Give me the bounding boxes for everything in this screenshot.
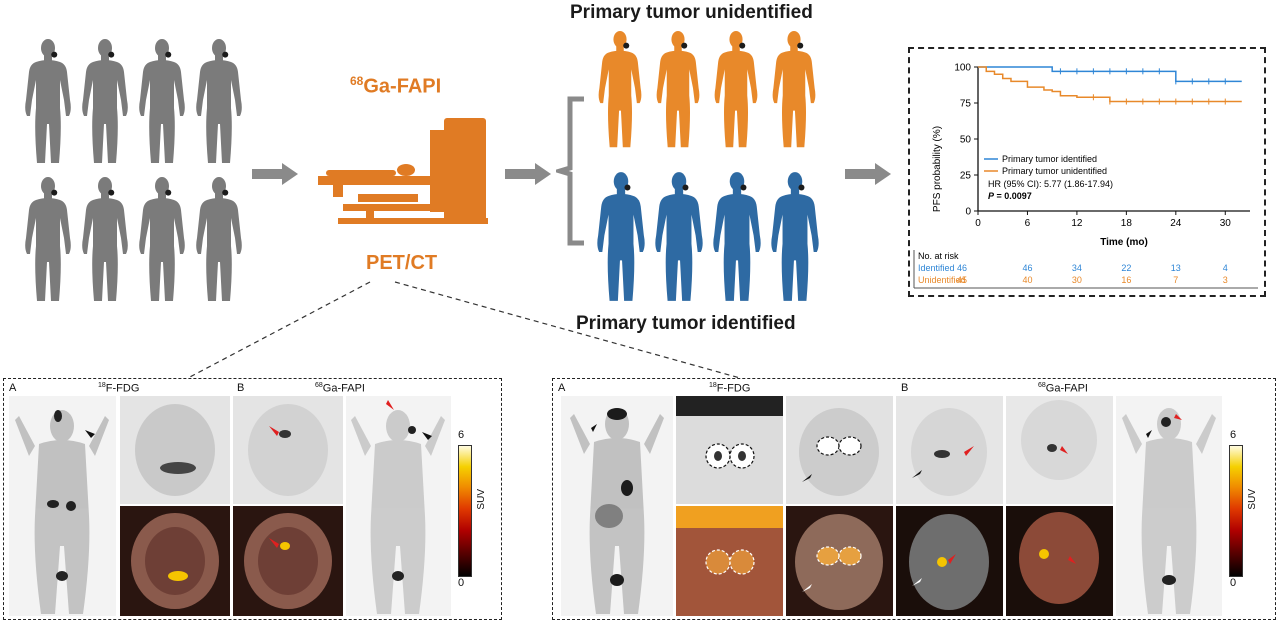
panel-label-a: A — [558, 382, 566, 394]
fdg-label: 18F-FDG — [709, 382, 751, 395]
fdg-axial-pet-image — [786, 396, 893, 504]
left-imaging-panel: A 18F-FDG B 68Ga-FAPI — [3, 378, 502, 620]
tracer-title: 68Ga-FAPI — [350, 74, 442, 98]
km-p-value: P = 0.0097 — [988, 191, 1032, 201]
title-unidentified: Primary tumor unidentified — [570, 2, 813, 23]
km-xtick-label: 30 — [1220, 218, 1232, 229]
risk-value: 46 — [957, 263, 967, 273]
km-xlabel: Time (mo) — [1100, 237, 1148, 248]
panel-label-b: B — [901, 382, 909, 394]
km-ylabel: PFS probability (%) — [932, 126, 943, 212]
km-ytick-label: 75 — [960, 99, 972, 110]
fapi-mip-image — [1116, 396, 1222, 616]
risk-value: 16 — [1121, 275, 1131, 285]
risk-value: 4 — [1223, 263, 1228, 273]
fapi-label: 68Ga-FAPI — [1038, 382, 1088, 395]
km-ytick-label: 50 — [960, 135, 972, 146]
arrow-right-icon — [845, 163, 891, 185]
scale-min: 0 — [1230, 577, 1237, 589]
right-imaging-panel: A 18F-FDG B 68Ga-FAPI — [552, 378, 1276, 620]
fapi-coronal-pet-image — [1006, 396, 1113, 504]
unidentified-group-figures — [594, 30, 834, 155]
risk-value: 30 — [1072, 275, 1082, 285]
km-xtick-label: 12 — [1071, 218, 1083, 229]
km-xtick-label: 18 — [1121, 218, 1133, 229]
fapi-axial-fused-image — [233, 506, 343, 616]
fdg-mip-image — [561, 396, 673, 616]
fapi-axial-pet-image — [233, 396, 343, 504]
risk-table-title: No. at risk — [918, 251, 959, 261]
scale-max: 6 — [1230, 429, 1237, 441]
fapi-axial-pet-image — [896, 396, 1003, 504]
fapi-mip-image — [346, 396, 451, 616]
km-xtick-label: 0 — [975, 218, 981, 229]
fdg-axial-fused-image — [120, 506, 230, 616]
scale-max: 6 — [458, 429, 465, 441]
risk-value: 3 — [1223, 275, 1228, 285]
km-curve-unidentified — [978, 66, 1242, 103]
fdg-coronal-pet-image — [676, 396, 783, 504]
kaplan-meier-panel: 0 25 50 75 100 0 6 12 18 24 30 PFS probability (%)… — [908, 47, 1266, 297]
identified-group-figures — [594, 170, 834, 310]
km-ytick-label: 100 — [954, 63, 971, 74]
risk-value: 46 — [1022, 263, 1032, 273]
suv-colorbar — [1229, 445, 1243, 577]
scale-min: 0 — [458, 577, 465, 589]
fdg-coronal-fused-image — [676, 506, 783, 616]
risk-value: 40 — [1022, 275, 1032, 285]
scale-unit: SUV — [1247, 489, 1258, 510]
panel-label-b: B — [237, 382, 245, 394]
gray-population-figures — [22, 38, 252, 308]
fapi-axial-fused-image — [896, 506, 1003, 616]
risk-row-label: Identified — [918, 263, 955, 273]
fdg-mip-image — [9, 396, 116, 616]
fdg-axial-fused-image — [786, 506, 893, 616]
km-hr-text: HR (95% CI): 5.77 (1.86-17.94) — [988, 179, 1113, 189]
fdg-label: 18F-FDG — [98, 382, 140, 395]
km-xtick-label: 6 — [1025, 218, 1031, 229]
title-identified: Primary tumor identified — [576, 313, 796, 334]
risk-value: 7 — [1173, 275, 1178, 285]
suv-colorbar — [458, 445, 472, 577]
fapi-coronal-fused-image — [1006, 506, 1113, 616]
group-bracket — [556, 96, 584, 246]
km-legend-unidentified: Primary tumor unidentified — [1002, 166, 1107, 176]
km-ytick-label: 0 — [965, 207, 971, 218]
km-xtick-label: 24 — [1170, 218, 1182, 229]
scale-unit: SUV — [476, 489, 487, 510]
arrow-right-icon — [252, 163, 298, 185]
km-ytick-label: 25 — [960, 171, 972, 182]
km-curve-identified — [978, 66, 1242, 83]
km-legend-identified: Primary tumor identified — [1002, 154, 1097, 164]
kaplan-meier-chart: 0 25 50 75 100 0 6 12 18 24 30 PFS probability (%)… — [913, 63, 1258, 289]
panel-label-a: A — [9, 382, 17, 394]
risk-value: 34 — [1072, 263, 1082, 273]
risk-value: 22 — [1121, 263, 1131, 273]
fdg-axial-pet-image — [120, 396, 230, 504]
risk-value: 45 — [957, 275, 967, 285]
modality-label: PET/CT — [366, 252, 438, 274]
arrow-right-icon — [505, 163, 551, 185]
pet-ct-scanner-icon — [318, 118, 488, 224]
risk-row-label: Unidentified — [918, 275, 966, 285]
fapi-label: 68Ga-FAPI — [315, 382, 365, 395]
risk-value: 13 — [1171, 263, 1181, 273]
